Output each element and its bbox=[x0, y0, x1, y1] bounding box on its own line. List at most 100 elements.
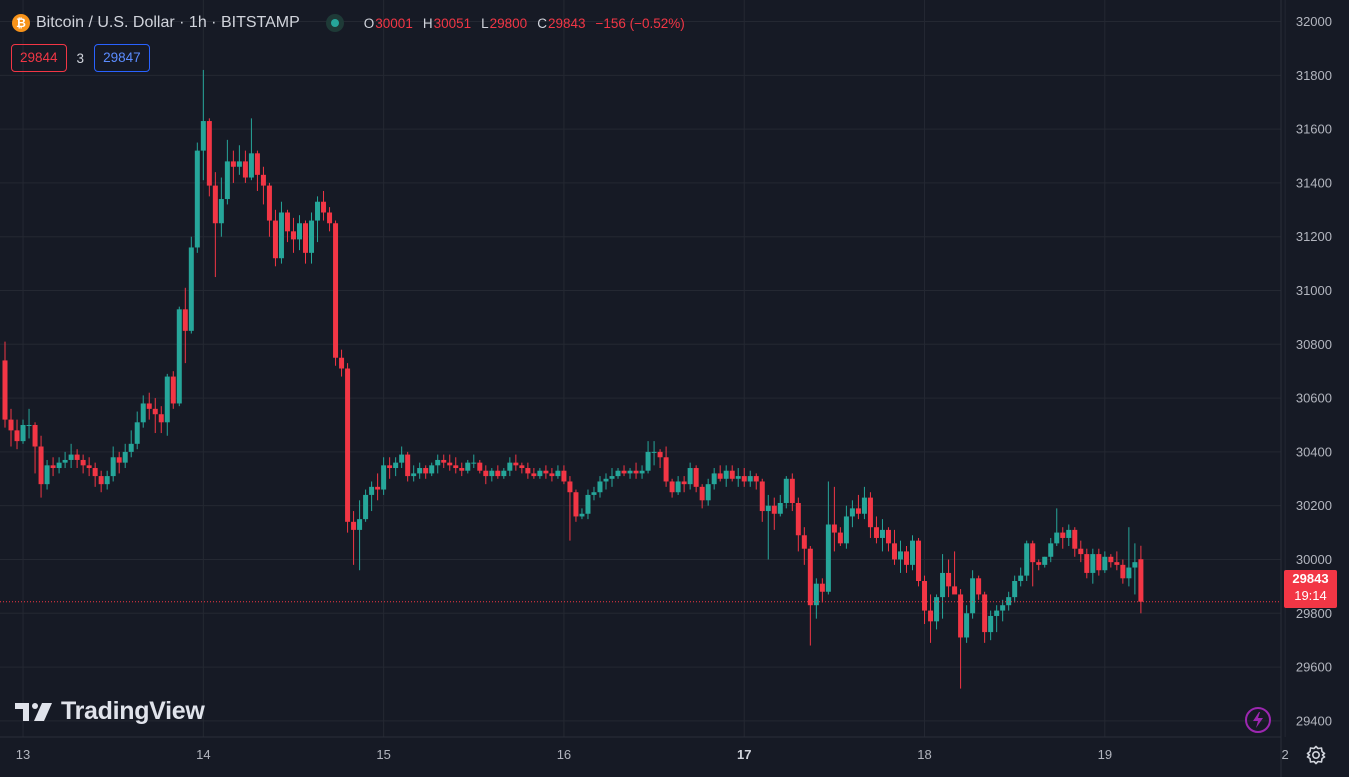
candle-body bbox=[904, 551, 909, 565]
candle-body bbox=[747, 476, 753, 482]
candle-body bbox=[699, 486, 705, 501]
close-value: 29843 bbox=[547, 15, 586, 31]
candle-body bbox=[567, 481, 573, 493]
candle-body bbox=[922, 580, 928, 611]
market-status-icon[interactable] bbox=[325, 14, 344, 32]
candle-body bbox=[639, 470, 645, 474]
candle-body bbox=[543, 470, 549, 474]
candle-body bbox=[447, 462, 453, 466]
open-value: 30001 bbox=[375, 15, 413, 31]
candle-body bbox=[158, 414, 164, 423]
candle-body bbox=[1108, 556, 1114, 563]
candle-body bbox=[891, 543, 897, 560]
candle-body bbox=[837, 532, 843, 544]
candle-body bbox=[339, 357, 345, 369]
candle-body bbox=[248, 153, 254, 178]
candle-body bbox=[242, 161, 248, 178]
candle-body bbox=[513, 462, 519, 466]
time-axis[interactable]: 13 14 15 16 17 18 19 2 bbox=[16, 747, 1289, 762]
candle-body bbox=[321, 201, 327, 213]
y-tick-label: 30600 bbox=[1296, 391, 1332, 406]
quote-row: 29844 3 29847 bbox=[11, 44, 150, 72]
candle-body bbox=[861, 497, 867, 514]
candle-body bbox=[1030, 543, 1036, 563]
candle-body bbox=[940, 572, 946, 598]
candle-body bbox=[182, 309, 188, 331]
candle-body bbox=[795, 502, 801, 536]
candle-body bbox=[885, 529, 891, 544]
candle-body bbox=[465, 462, 471, 471]
candle-body bbox=[549, 473, 555, 477]
candle-body bbox=[86, 465, 92, 469]
symbol-title[interactable]: Bitcoin / U.S. Dollar · 1h · BITSTAMP bbox=[36, 14, 300, 31]
candle-body bbox=[1078, 548, 1084, 555]
candle-body bbox=[74, 454, 80, 460]
low-label: L bbox=[481, 15, 489, 31]
gear-icon[interactable] bbox=[1305, 744, 1327, 766]
candle-body bbox=[952, 586, 958, 595]
candle-body bbox=[1096, 554, 1102, 571]
candle-body bbox=[296, 223, 302, 240]
candle-body bbox=[687, 468, 693, 485]
candle-body bbox=[68, 454, 74, 460]
x-tick-label: 2 bbox=[1282, 747, 1289, 762]
candle-body bbox=[1000, 605, 1006, 611]
candle-body bbox=[369, 486, 375, 495]
candle-body bbox=[1012, 580, 1018, 598]
candle-body bbox=[423, 468, 429, 474]
sell-button[interactable]: 29844 bbox=[11, 44, 67, 72]
y-tick-label: 31000 bbox=[1296, 283, 1332, 298]
y-tick-label: 31600 bbox=[1296, 122, 1332, 137]
candle-body bbox=[813, 583, 819, 606]
candle-body bbox=[387, 465, 393, 469]
candle-body bbox=[597, 481, 603, 493]
candle-body bbox=[345, 368, 351, 522]
candle-body bbox=[777, 502, 783, 514]
candle-body bbox=[429, 465, 435, 474]
candle-body bbox=[831, 524, 837, 533]
x-tick-label: 16 bbox=[557, 747, 571, 762]
candle-body bbox=[705, 484, 711, 501]
candle-body bbox=[236, 161, 242, 167]
candle-body bbox=[753, 476, 759, 482]
y-tick-label: 30000 bbox=[1296, 552, 1332, 567]
candle-body bbox=[507, 462, 513, 471]
candle-body bbox=[1054, 532, 1060, 544]
candle-body bbox=[519, 465, 525, 469]
candle-body bbox=[934, 597, 940, 622]
y-tick-label: 30200 bbox=[1296, 498, 1332, 513]
candle-body bbox=[56, 462, 62, 469]
low-value: 29800 bbox=[489, 15, 528, 31]
candle-body bbox=[1066, 529, 1072, 538]
candle-body bbox=[1120, 564, 1126, 579]
open-label: O bbox=[363, 15, 375, 31]
tradingview-logo-icon bbox=[15, 702, 52, 721]
candle-body bbox=[897, 551, 903, 560]
candle-body bbox=[303, 223, 308, 253]
candle-body bbox=[92, 468, 98, 477]
candle-body bbox=[633, 470, 639, 474]
candle-body bbox=[771, 505, 777, 514]
x-tick-label: 19 bbox=[1098, 747, 1112, 762]
y-tick-label: 29400 bbox=[1296, 713, 1332, 728]
candle-body bbox=[309, 220, 315, 253]
candle-body bbox=[988, 615, 994, 633]
candle-body bbox=[1090, 554, 1096, 573]
buy-button[interactable]: 29847 bbox=[94, 44, 150, 72]
candle-body bbox=[994, 610, 1000, 616]
candle-body bbox=[128, 443, 134, 452]
tradingview-watermark[interactable]: TradingView bbox=[15, 697, 205, 726]
change-value: −156 (−0.52%) bbox=[595, 15, 685, 31]
candle-body bbox=[663, 457, 669, 482]
candle-body bbox=[970, 578, 976, 614]
lightning-icon[interactable] bbox=[1245, 707, 1271, 733]
price-axis[interactable]: 29400 29600 29800 30000 30200 30400 30600 30800… bbox=[1296, 14, 1332, 728]
candle-body bbox=[20, 424, 26, 442]
candle-body bbox=[681, 481, 687, 485]
bar-countdown: 19:14 bbox=[1294, 588, 1327, 603]
candle-body bbox=[1126, 567, 1132, 579]
symbol-legend: ₿ Bitcoin / U.S. Dollar · 1h · BITSTAMP … bbox=[12, 12, 685, 34]
candle-body bbox=[843, 516, 849, 544]
candle-body bbox=[146, 403, 152, 409]
